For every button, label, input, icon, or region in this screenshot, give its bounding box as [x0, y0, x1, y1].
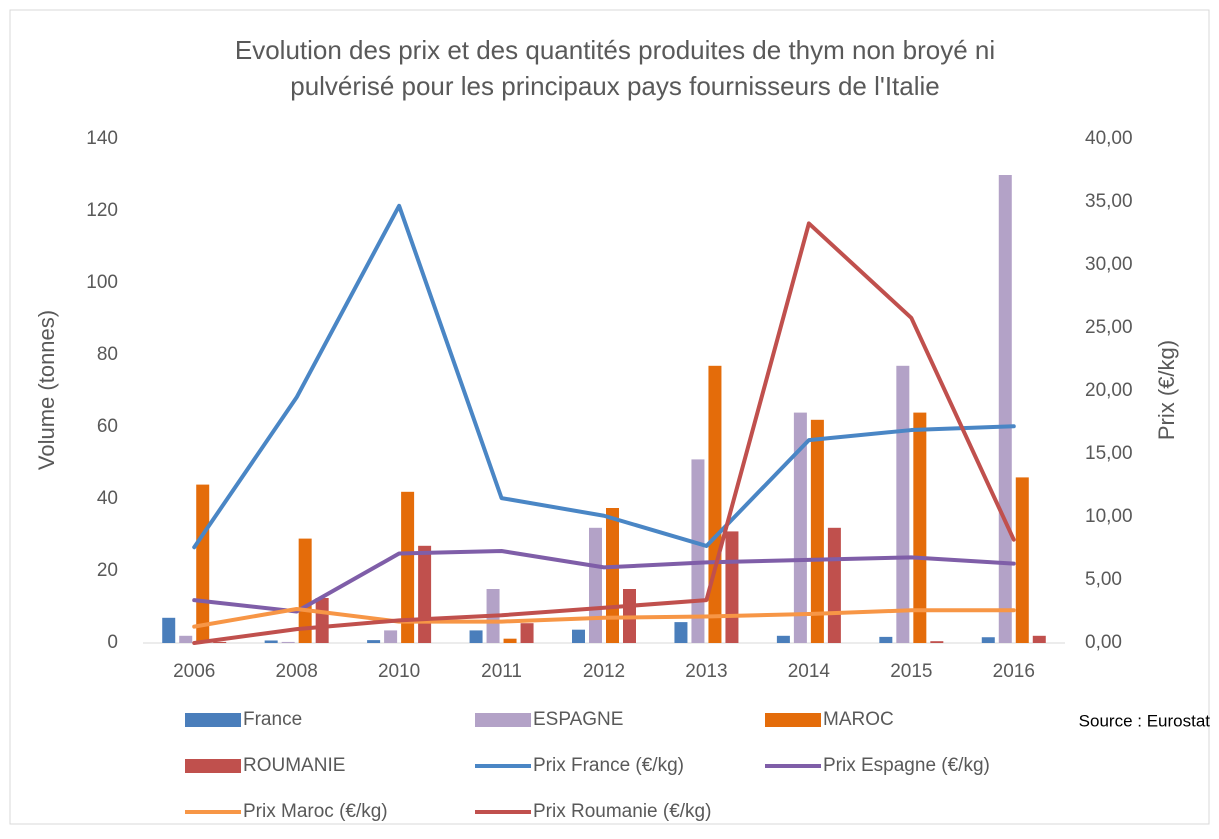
- chart-title: Evolution des prix et des quantités prod…: [235, 35, 995, 65]
- y2-tick-label: 15,00: [1085, 443, 1133, 464]
- x-tick-label: 2011: [481, 661, 522, 682]
- bar: [691, 459, 705, 643]
- y2-tick-label: 5,00: [1085, 569, 1122, 590]
- bar: [606, 508, 619, 643]
- bar: [879, 636, 893, 643]
- bar: [162, 617, 176, 643]
- x-tick-label: 2012: [583, 661, 625, 682]
- bar: [298, 538, 312, 643]
- legend-swatch: [765, 713, 821, 727]
- y-axis-label: Volume (tonnes): [34, 310, 59, 470]
- bar: [196, 484, 210, 643]
- bar: [1015, 477, 1029, 643]
- y2-tick-label: 35,00: [1085, 191, 1133, 212]
- bar: [469, 630, 483, 643]
- y2-tick-label: 30,00: [1085, 254, 1133, 275]
- legend-label: Prix France (€/kg): [533, 755, 684, 776]
- bar: [315, 598, 329, 643]
- legend-label: Prix Roumanie (€/kg): [533, 801, 711, 822]
- bar: [367, 640, 381, 643]
- bar: [810, 419, 824, 643]
- line: [192, 221, 1016, 645]
- bar: [930, 641, 944, 643]
- source-note: Source : Eurostat: [1079, 711, 1211, 730]
- bar: [913, 412, 927, 643]
- bar: [418, 545, 432, 643]
- y-tick-label: 0: [107, 632, 118, 653]
- bar: [827, 527, 841, 643]
- bar: [981, 637, 995, 643]
- chart-title: pulvérisé pour les principaux pays fourn…: [290, 71, 940, 101]
- bar: [708, 365, 722, 643]
- legend-swatch: [185, 713, 241, 727]
- bar: [674, 622, 688, 643]
- x-tick-label: 2013: [685, 661, 727, 682]
- legend-swatch: [475, 713, 531, 727]
- y2-tick-label: 0,00: [1085, 632, 1122, 653]
- line: [192, 606, 1016, 629]
- y2-tick-label: 20,00: [1085, 380, 1133, 401]
- bar: [793, 412, 807, 643]
- y-tick-label: 120: [86, 200, 118, 221]
- y-tick-label: 60: [97, 416, 118, 437]
- y2-tick-label: 25,00: [1085, 317, 1133, 338]
- y-tick-label: 100: [86, 272, 118, 293]
- bar: [1032, 635, 1046, 643]
- x-tick-label: 2016: [993, 661, 1035, 682]
- bar: [572, 629, 585, 643]
- legend-swatch: [185, 759, 241, 773]
- y-tick-label: 40: [97, 488, 118, 509]
- bar: [213, 641, 227, 643]
- x-tick-label: 2015: [890, 661, 932, 682]
- x-tick-label: 2010: [378, 661, 420, 682]
- legend-label: Prix Espagne (€/kg): [823, 755, 990, 776]
- bar: [281, 641, 295, 643]
- bar: [264, 640, 278, 643]
- legend-label: Prix Maroc (€/kg): [243, 801, 388, 822]
- legend-label: ESPAGNE: [533, 709, 623, 730]
- bar: [725, 531, 739, 643]
- bar: [503, 638, 517, 643]
- bar: [179, 635, 193, 643]
- x-tick-label: 2008: [276, 661, 318, 682]
- bar: [520, 623, 534, 643]
- y-tick-label: 80: [97, 344, 118, 365]
- y-tick-label: 140: [86, 128, 118, 149]
- legend-label: ROUMANIE: [243, 755, 345, 776]
- y2-axis-label: Prix (€/kg): [1154, 340, 1179, 440]
- bar: [384, 630, 398, 643]
- x-tick-label: 2014: [788, 661, 831, 682]
- x-tick-label: 2006: [173, 661, 215, 682]
- y2-tick-label: 10,00: [1085, 506, 1133, 527]
- bar: [776, 635, 790, 643]
- y-tick-label: 20: [97, 560, 118, 581]
- y2-tick-label: 40,00: [1085, 128, 1133, 149]
- bar: [998, 175, 1012, 643]
- line: [192, 549, 1016, 614]
- legend-label: MAROC: [823, 709, 894, 730]
- bar: [896, 365, 910, 643]
- legend-label: France: [243, 709, 302, 730]
- bar: [401, 491, 415, 643]
- chart-border: [9, 9, 1210, 825]
- bar: [589, 527, 602, 643]
- line: [192, 203, 1016, 550]
